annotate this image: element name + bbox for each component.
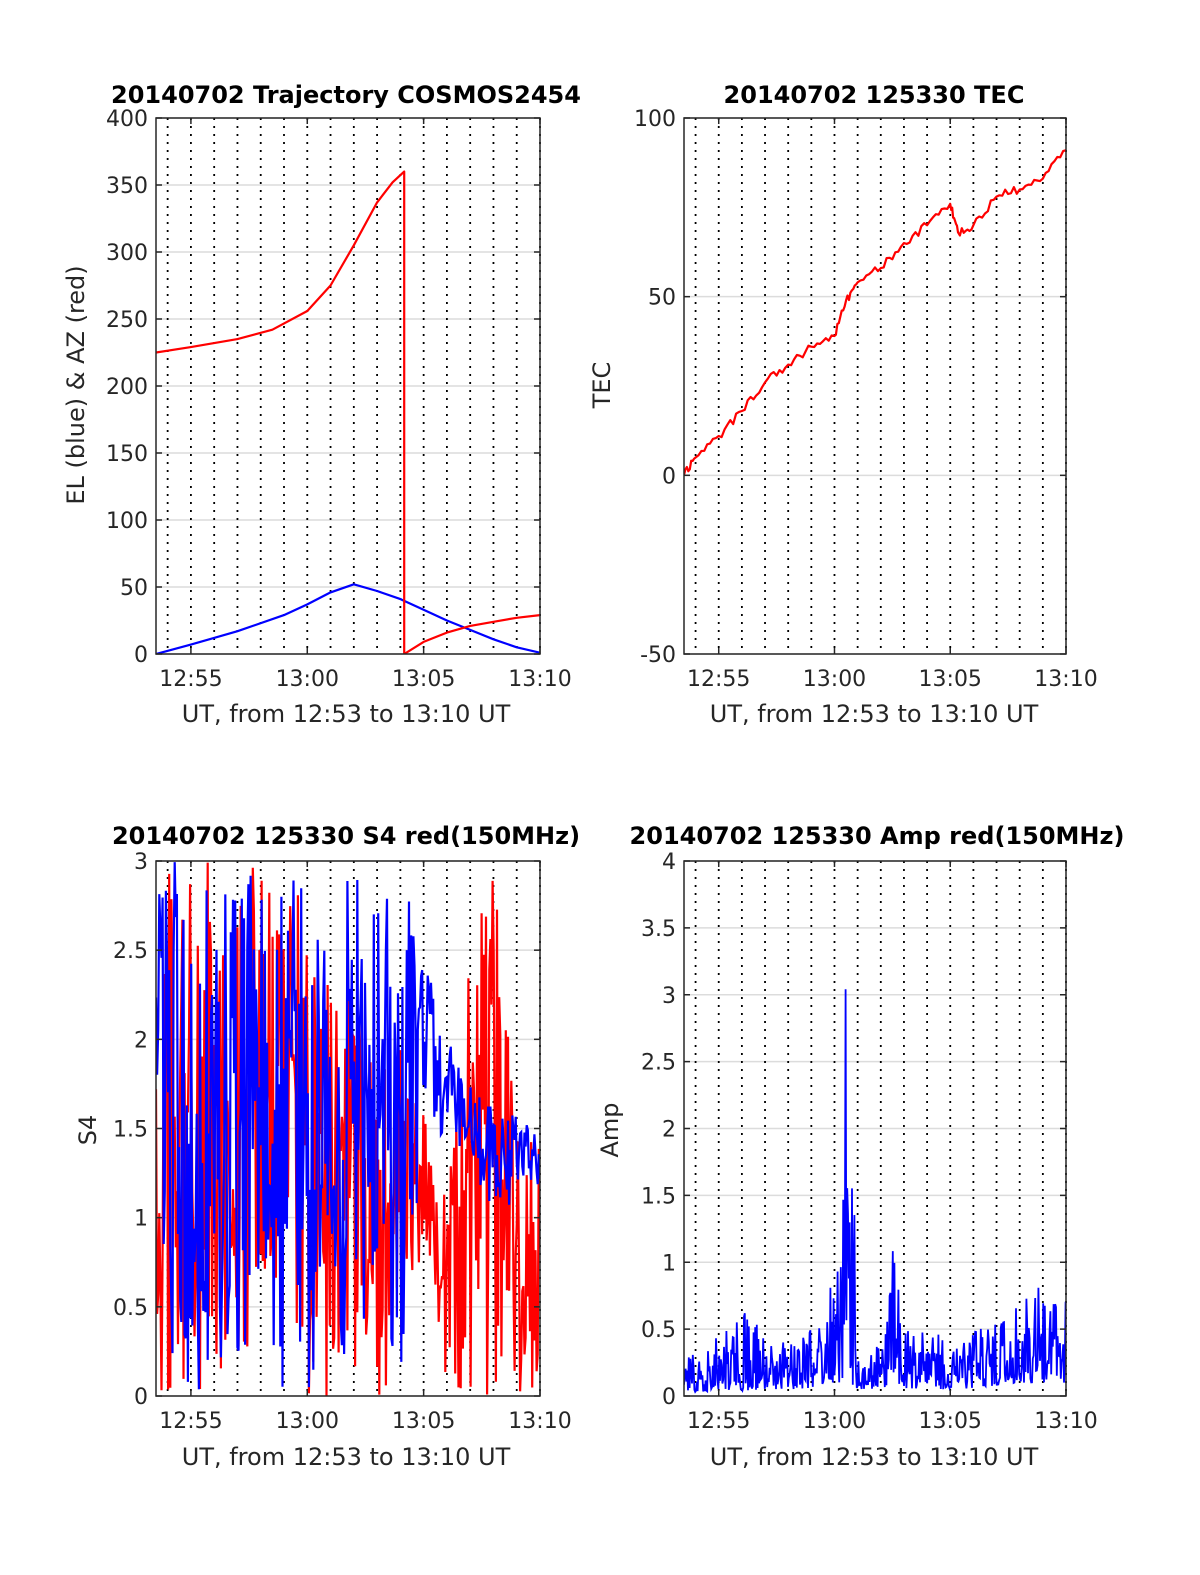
series-line-az-red- [156, 170, 540, 654]
plot-area-tec: -50 0 50 100 12:55 13:00 13:05 13:10 [634, 107, 1098, 692]
x-tick-label: 13:10 [508, 1409, 571, 1434]
panel-s4-ylabel: S4 [74, 1115, 102, 1146]
y-tick-label: 100 [634, 107, 676, 132]
series-group-amp [684, 989, 1066, 1394]
x-tick-label: 13:10 [1034, 1409, 1097, 1434]
panel-tec-xlabel: UT, from 12:53 to 13:10 UT [710, 700, 1039, 728]
x-tick-label: 13:05 [392, 667, 455, 692]
y-tick-label: 0 [134, 1385, 148, 1410]
panel-amp-title: 20140702 125330 Amp red(150MHz) [630, 822, 1125, 850]
series-line-red [156, 862, 540, 1396]
y-tick-label: 150 [106, 442, 148, 467]
series-line-tec [684, 149, 1066, 476]
y-tick-label: 0.5 [641, 1318, 676, 1343]
y-tick-label: 0 [134, 643, 148, 668]
y-tick-label: 0.5 [113, 1296, 148, 1321]
panel-s4-title: 20140702 125330 S4 red(150MHz) [112, 822, 580, 850]
y-tick-label: 2.5 [113, 939, 148, 964]
panel-s4-xlabel: UT, from 12:53 to 13:10 UT [182, 1443, 511, 1471]
panel-tec-ylabel: TEC [588, 362, 616, 410]
x-tick-label: 13:10 [508, 667, 571, 692]
panel-trajectory-ylabel: EL (blue) & AZ (red) [62, 265, 90, 504]
plot-area-trajectory: 0 50 100 150 200 250 300 350 400 12:55 13:00 13:05 1… [106, 107, 572, 692]
y-tick-label: 1 [134, 1207, 148, 1232]
panel-s4: 20140702 125330 S4 red(150MHz) UT, from … [74, 822, 580, 1471]
y-tick-label: 1.5 [113, 1118, 148, 1143]
panel-trajectory-title: 20140702 Trajectory COSMOS2454 [111, 81, 581, 109]
panel-tec-title: 20140702 125330 TEC [724, 81, 1025, 109]
y-tick-label: 1.5 [641, 1184, 676, 1209]
y-tick-label: 2.5 [641, 1051, 676, 1076]
x-tick-label: 13:00 [803, 667, 866, 692]
y-tick-label: 4 [662, 850, 676, 875]
x-tick-label: 12:55 [159, 667, 222, 692]
y-tick-label: 0 [662, 1385, 676, 1410]
x-tick-label: 12:55 [687, 1409, 750, 1434]
y-tick-label: 50 [648, 286, 676, 311]
series-group-trajectory [156, 170, 540, 654]
y-tick-label: 2 [662, 1118, 676, 1143]
y-tick-label: 2 [134, 1028, 148, 1053]
panel-amp: 20140702 125330 Amp red(150MHz) UT, from… [596, 822, 1124, 1471]
panel-trajectory-xlabel: UT, from 12:53 to 13:10 UT [182, 700, 511, 728]
y-tick-label: 100 [106, 509, 148, 534]
x-tick-label: 13:00 [276, 1409, 339, 1434]
y-tick-label: 1 [662, 1251, 676, 1276]
series-group-s4 [156, 862, 540, 1396]
y-tick-label: 3 [662, 984, 676, 1009]
y-tick-label: 0 [662, 464, 676, 489]
x-tick-label: 13:05 [392, 1409, 455, 1434]
y-tick-label: 50 [120, 576, 148, 601]
panel-amp-xlabel: UT, from 12:53 to 13:10 UT [710, 1443, 1039, 1471]
y-tick-label: 350 [106, 174, 148, 199]
y-tick-label: 300 [106, 241, 148, 266]
x-tick-label: 13:00 [276, 667, 339, 692]
y-tick-label: -50 [640, 643, 676, 668]
y-tick-label: 200 [106, 375, 148, 400]
y-tick-label: 400 [106, 107, 148, 132]
series-line-blue [156, 862, 540, 1390]
y-tick-label: 3 [134, 850, 148, 875]
x-tick-label: 12:55 [687, 667, 750, 692]
series-line-amp [684, 989, 1066, 1394]
x-tick-label: 12:55 [159, 1409, 222, 1434]
series-group-tec [684, 149, 1066, 476]
panel-amp-ylabel: Amp [596, 1102, 624, 1157]
y-tick-label: 250 [106, 308, 148, 333]
x-tick-label: 13:05 [919, 667, 982, 692]
panel-trajectory: 20140702 Trajectory COSMOS2454 UT, from … [62, 81, 581, 728]
axes-box [683, 117, 1067, 655]
series-line-el-blue- [156, 583, 540, 654]
plot-area-amp: 0 0.5 1 1.5 2 2.5 3 3.5 4 12:55 13:00 13:05 13:10 [641, 850, 1098, 1434]
y-tick-label: 3.5 [641, 917, 676, 942]
x-tick-label: 13:00 [803, 1409, 866, 1434]
x-tick-label: 13:05 [919, 1409, 982, 1434]
panel-tec: 20140702 125330 TEC UT, from 12:53 to 13… [588, 81, 1039, 728]
plot-area-s4: 0 0.5 1 1.5 2 2.5 3 12:55 13:00 13:05 13:10 [113, 850, 572, 1434]
x-tick-label: 13:10 [1034, 667, 1097, 692]
